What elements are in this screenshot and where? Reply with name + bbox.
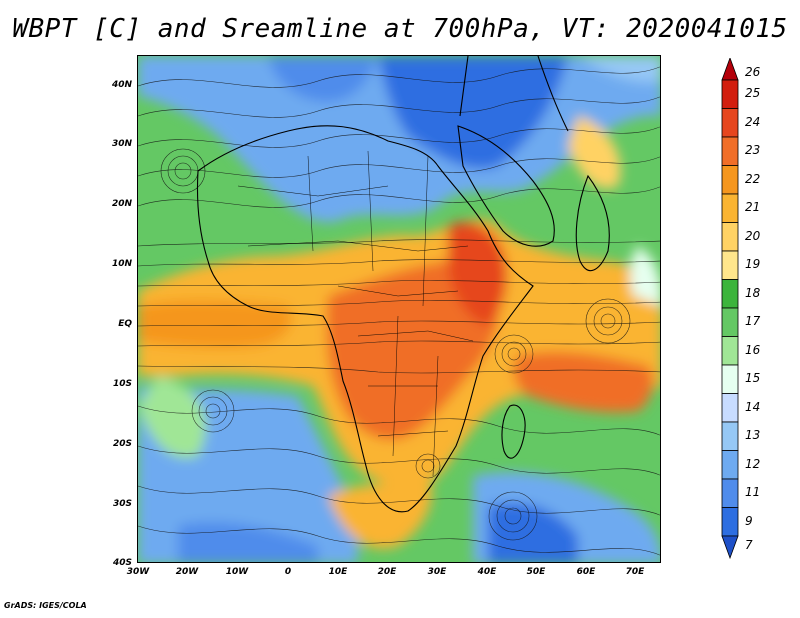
hot-africa-core <box>326 259 499 440</box>
colorbar-cell <box>721 535 739 560</box>
x-tick-label: 10W <box>225 567 249 577</box>
colorbar-cell <box>721 364 739 394</box>
x-tick-label: 40E <box>477 567 497 577</box>
x-tick-label: 20W <box>175 567 199 577</box>
country-borders <box>237 150 474 477</box>
y-tick-label: 30N <box>111 139 132 149</box>
footer-credit: GrADS: IGES/COLA <box>4 601 87 610</box>
colorbar-cell <box>721 279 739 309</box>
weather-map <box>137 55 661 563</box>
colorbar-level-label: 12 <box>745 456 761 471</box>
colorbar-level-label: 21 <box>745 200 761 215</box>
y-tick-label: 10S <box>112 379 132 389</box>
colorbar-level-label: 9 <box>745 513 753 528</box>
colorbar-cell <box>721 393 739 423</box>
x-tick-label: 30E <box>427 567 447 577</box>
colorbar-cell <box>721 307 739 337</box>
x-tick-label: 30W <box>126 567 150 577</box>
colorbar-level-label: 25 <box>745 86 761 101</box>
colorbar-cell <box>721 450 739 480</box>
streamlines <box>138 66 660 556</box>
x-tick-label: 60E <box>576 567 596 577</box>
colorbar-cell <box>721 136 739 166</box>
colorbar-level-label: 22 <box>745 171 761 186</box>
colorbar-level-label: 7 <box>745 537 753 552</box>
india-coast <box>575 174 610 272</box>
colorbar-level-label: 23 <box>745 143 761 158</box>
colorbar-cell <box>721 507 739 537</box>
colorbar-cell <box>721 336 739 366</box>
hot-east-africa <box>448 222 508 326</box>
colorbar-level-label: 16 <box>745 342 761 357</box>
x-tick-label: 10E <box>328 567 348 577</box>
y-tick-label: 40N <box>111 80 132 90</box>
colorbar-level-label: 20 <box>745 228 761 243</box>
wbpt-shaded-field <box>138 56 660 562</box>
x-tick-label: 50E <box>526 567 546 577</box>
chart-title: WBPT [C] and Sreamline at 700hPa, VT: 20… <box>12 14 788 44</box>
colorbar-cell <box>721 250 739 280</box>
colorbar-level-label: 24 <box>745 114 761 129</box>
x-tick-label: 70E <box>625 567 645 577</box>
y-tick-label: 30S <box>112 499 132 509</box>
hot-indian-ocean <box>513 351 654 413</box>
colorbar-level-label: 26 <box>745 65 761 80</box>
x-tick-label: 20E <box>377 567 397 577</box>
colorbar-cell <box>721 478 739 508</box>
colorbar-cell <box>721 421 739 451</box>
y-tick-label: EQ <box>118 319 132 329</box>
colorbar-cell <box>721 222 739 252</box>
madagascar-coast <box>501 404 526 459</box>
colorbar-level-label: 14 <box>745 399 761 414</box>
colorbar-cell <box>721 193 739 223</box>
colorbar-level-label: 15 <box>745 371 761 386</box>
y-tick-label: 20S <box>112 439 132 449</box>
x-tick-label: 0 <box>284 567 292 577</box>
colorbar-cell <box>721 79 739 109</box>
y-tick-label: 20N <box>111 199 132 209</box>
colorbar-level-label: 18 <box>745 285 761 300</box>
colorbar-cell <box>721 58 739 81</box>
colorbar-cell <box>721 108 739 138</box>
colorbar-level-label: 19 <box>745 257 761 272</box>
y-tick-label: 40S <box>112 558 132 568</box>
colorbar <box>721 58 739 560</box>
colorbar-level-label: 11 <box>745 485 761 500</box>
coastlines <box>196 56 610 513</box>
arabia-coast <box>457 125 555 247</box>
colorbar-cell <box>721 165 739 195</box>
colorbar-level-label: 17 <box>745 314 761 329</box>
y-tick-label: 10N <box>111 259 132 269</box>
colorbar-level-label: 13 <box>745 428 761 443</box>
